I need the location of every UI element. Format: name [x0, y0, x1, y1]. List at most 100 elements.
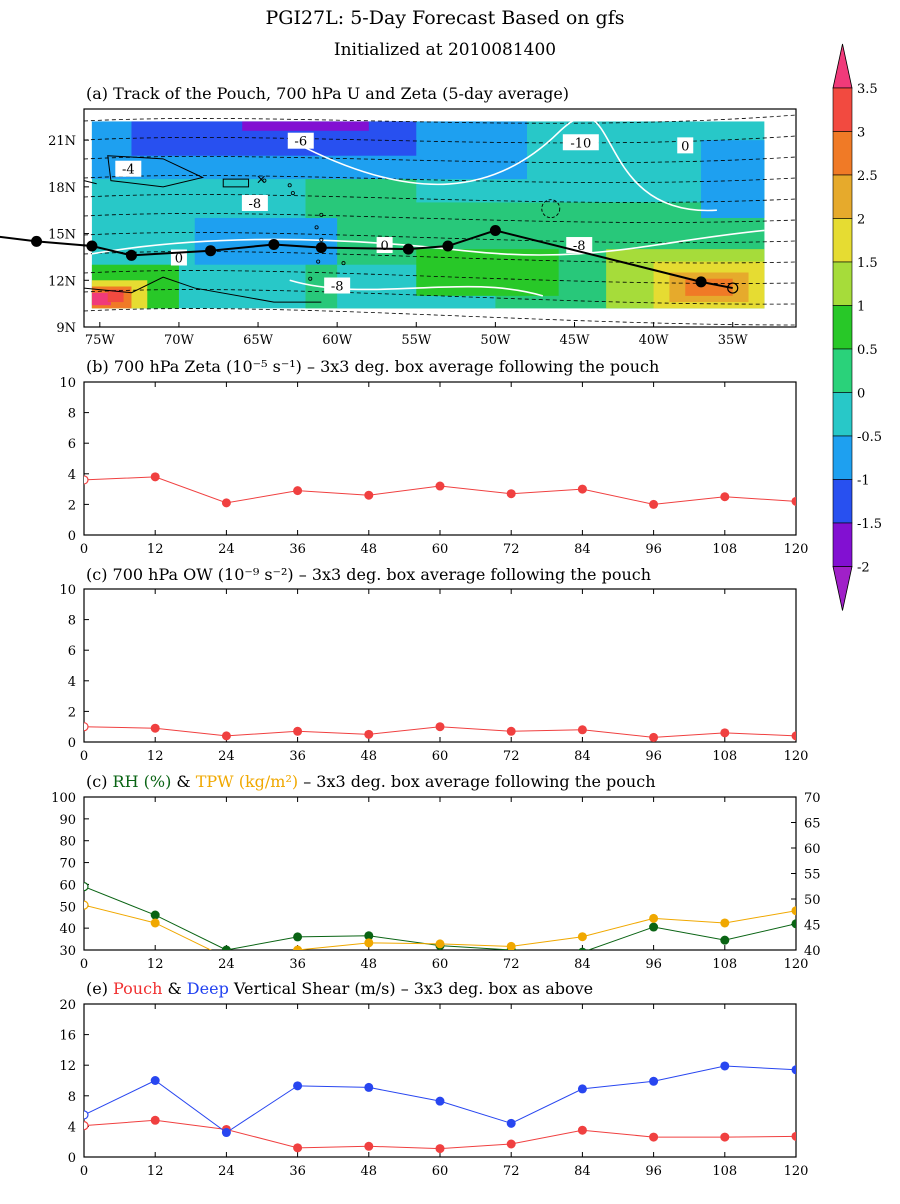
y-tick-label: 100 — [51, 791, 76, 806]
wind-contour-line — [83, 308, 797, 326]
x-tick-label: 24 — [218, 749, 235, 764]
data-point — [506, 1118, 516, 1128]
data-point — [578, 947, 587, 950]
series-layer — [84, 472, 796, 509]
wind-contour-line — [83, 213, 797, 223]
map-x-tick-label: 50W — [480, 333, 511, 348]
panel-title: (c) RH (%) & TPW (kg/m²) – 3x3 deg. box … — [86, 772, 656, 791]
wind-contour-line — [83, 114, 797, 124]
data-point — [577, 1084, 587, 1094]
x-tick-label: 24 — [218, 1164, 235, 1179]
y2-tick-label: 60 — [804, 842, 821, 857]
data-point — [791, 731, 796, 741]
data-point — [720, 728, 730, 738]
island-outline — [308, 276, 313, 281]
panel-1: (b) 700 hPa Zeta (10⁻⁵ s⁻¹) – 3x3 deg. b… — [59, 357, 808, 557]
data-point — [577, 725, 587, 735]
data-point — [791, 1131, 796, 1141]
y2-tick-label: 50 — [804, 893, 821, 908]
y-tick-label: 40 — [59, 922, 76, 937]
x-tick-label: 108 — [712, 957, 737, 972]
x-tick-label: 24 — [218, 542, 235, 557]
series-layer — [84, 1061, 796, 1154]
panel-title-part: TPW (kg/m²) — [196, 772, 298, 791]
contour-label-bg — [324, 277, 351, 294]
data-point — [293, 486, 303, 496]
wind-contour-line — [83, 251, 797, 264]
colorbar-tick-label: -2 — [857, 561, 870, 576]
panel-title: (c) 700 hPa OW (10⁻⁹ s⁻²) – 3x3 deg. box… — [86, 565, 651, 584]
map-y-tick-label: 15N — [48, 228, 76, 243]
coastline — [83, 180, 97, 185]
colorbar-swatch — [832, 479, 853, 524]
data-point — [577, 484, 587, 494]
x-tick-label: 48 — [361, 542, 378, 557]
track-point — [125, 249, 137, 261]
track-map-panel: ×-4-6-800-10 0-8-8(a) Track of the Pouch,… — [0, 84, 801, 348]
map-mask — [797, 107, 801, 331]
map-frame — [83, 108, 797, 328]
panel-frame — [83, 588, 797, 743]
x-tick-label: 12 — [147, 749, 164, 764]
track-point — [489, 224, 501, 236]
contour-label: -8 — [331, 280, 344, 295]
data-point — [150, 472, 160, 482]
data-point — [364, 1141, 374, 1151]
data-point — [84, 882, 89, 892]
data-point — [649, 732, 659, 742]
colorbar-tick-label: 0.5 — [857, 343, 878, 358]
colorbar-tick-label: 2 — [857, 213, 865, 228]
data-point — [84, 475, 89, 485]
colorbar-swatch — [832, 174, 853, 219]
y-tick-label: 10 — [59, 376, 76, 391]
panel-title-part: – 3x3 deg. box average following the pou… — [298, 772, 655, 791]
data-point — [435, 1096, 445, 1106]
y2-tick-label: 40 — [804, 944, 821, 959]
colorbar-cap-top — [832, 43, 853, 89]
data-point — [150, 1115, 160, 1125]
data-point — [221, 1128, 231, 1138]
track-point — [442, 240, 454, 252]
data-point — [649, 922, 659, 932]
wind-contour-line — [83, 270, 797, 284]
data-point — [506, 489, 516, 499]
map-mask — [0, 107, 83, 331]
panel-frame — [83, 381, 797, 536]
contour-label-bg — [115, 160, 142, 177]
panel-title-part: RH (%) — [113, 772, 172, 791]
island-outline — [290, 191, 295, 196]
x-tick-label: 84 — [574, 749, 591, 764]
colorbar-swatch — [832, 305, 853, 350]
y2-tick-label: 65 — [804, 817, 821, 832]
y-tick-label: 20 — [59, 998, 76, 1013]
x-tick-label: 12 — [147, 542, 164, 557]
zeta-field-region — [91, 292, 111, 306]
data-point — [720, 918, 730, 928]
track-point — [695, 276, 707, 288]
map-x-tick-label: 40W — [639, 333, 670, 348]
y-tick-label: 6 — [68, 437, 76, 452]
map-x-tick-label: 60W — [322, 333, 353, 348]
coastline — [83, 276, 322, 303]
map-y-tick-label: 9N — [56, 321, 76, 336]
island-outline — [319, 237, 324, 242]
x-tick-label: 108 — [712, 1164, 737, 1179]
data-point — [649, 1132, 659, 1142]
data-point — [293, 945, 303, 950]
island-outline — [287, 183, 292, 188]
data-point — [364, 938, 374, 948]
coastline — [222, 178, 250, 188]
x-tick-label: 96 — [645, 749, 662, 764]
colorbar-tick-label: -1.5 — [857, 517, 882, 532]
zero-contour-line — [289, 279, 544, 297]
x-tick-label: 96 — [645, 1164, 662, 1179]
x-tick-label: 36 — [289, 957, 306, 972]
x-tick-label: 72 — [503, 749, 520, 764]
x-tick-label: 36 — [289, 749, 306, 764]
colorbar-tick-label: -1 — [857, 474, 870, 489]
data-point — [435, 1144, 445, 1154]
panel-title: (e) Pouch & Deep Vertical Shear (m/s) – … — [86, 979, 593, 998]
x-tick-label: 12 — [147, 1164, 164, 1179]
panel-title-part: Vertical Shear (m/s) – 3x3 deg. box as a… — [229, 979, 593, 998]
map-y-tick-label: 12N — [48, 274, 76, 289]
